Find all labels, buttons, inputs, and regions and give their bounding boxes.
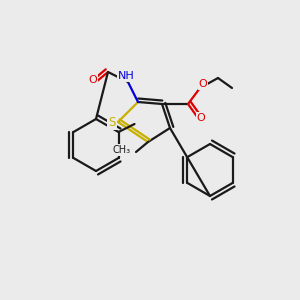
- Text: O: O: [88, 75, 98, 85]
- Text: S: S: [108, 116, 116, 128]
- Text: O: O: [196, 113, 206, 123]
- Text: O: O: [199, 79, 207, 89]
- Text: CH₃: CH₃: [113, 145, 131, 155]
- Text: NH: NH: [118, 71, 134, 81]
